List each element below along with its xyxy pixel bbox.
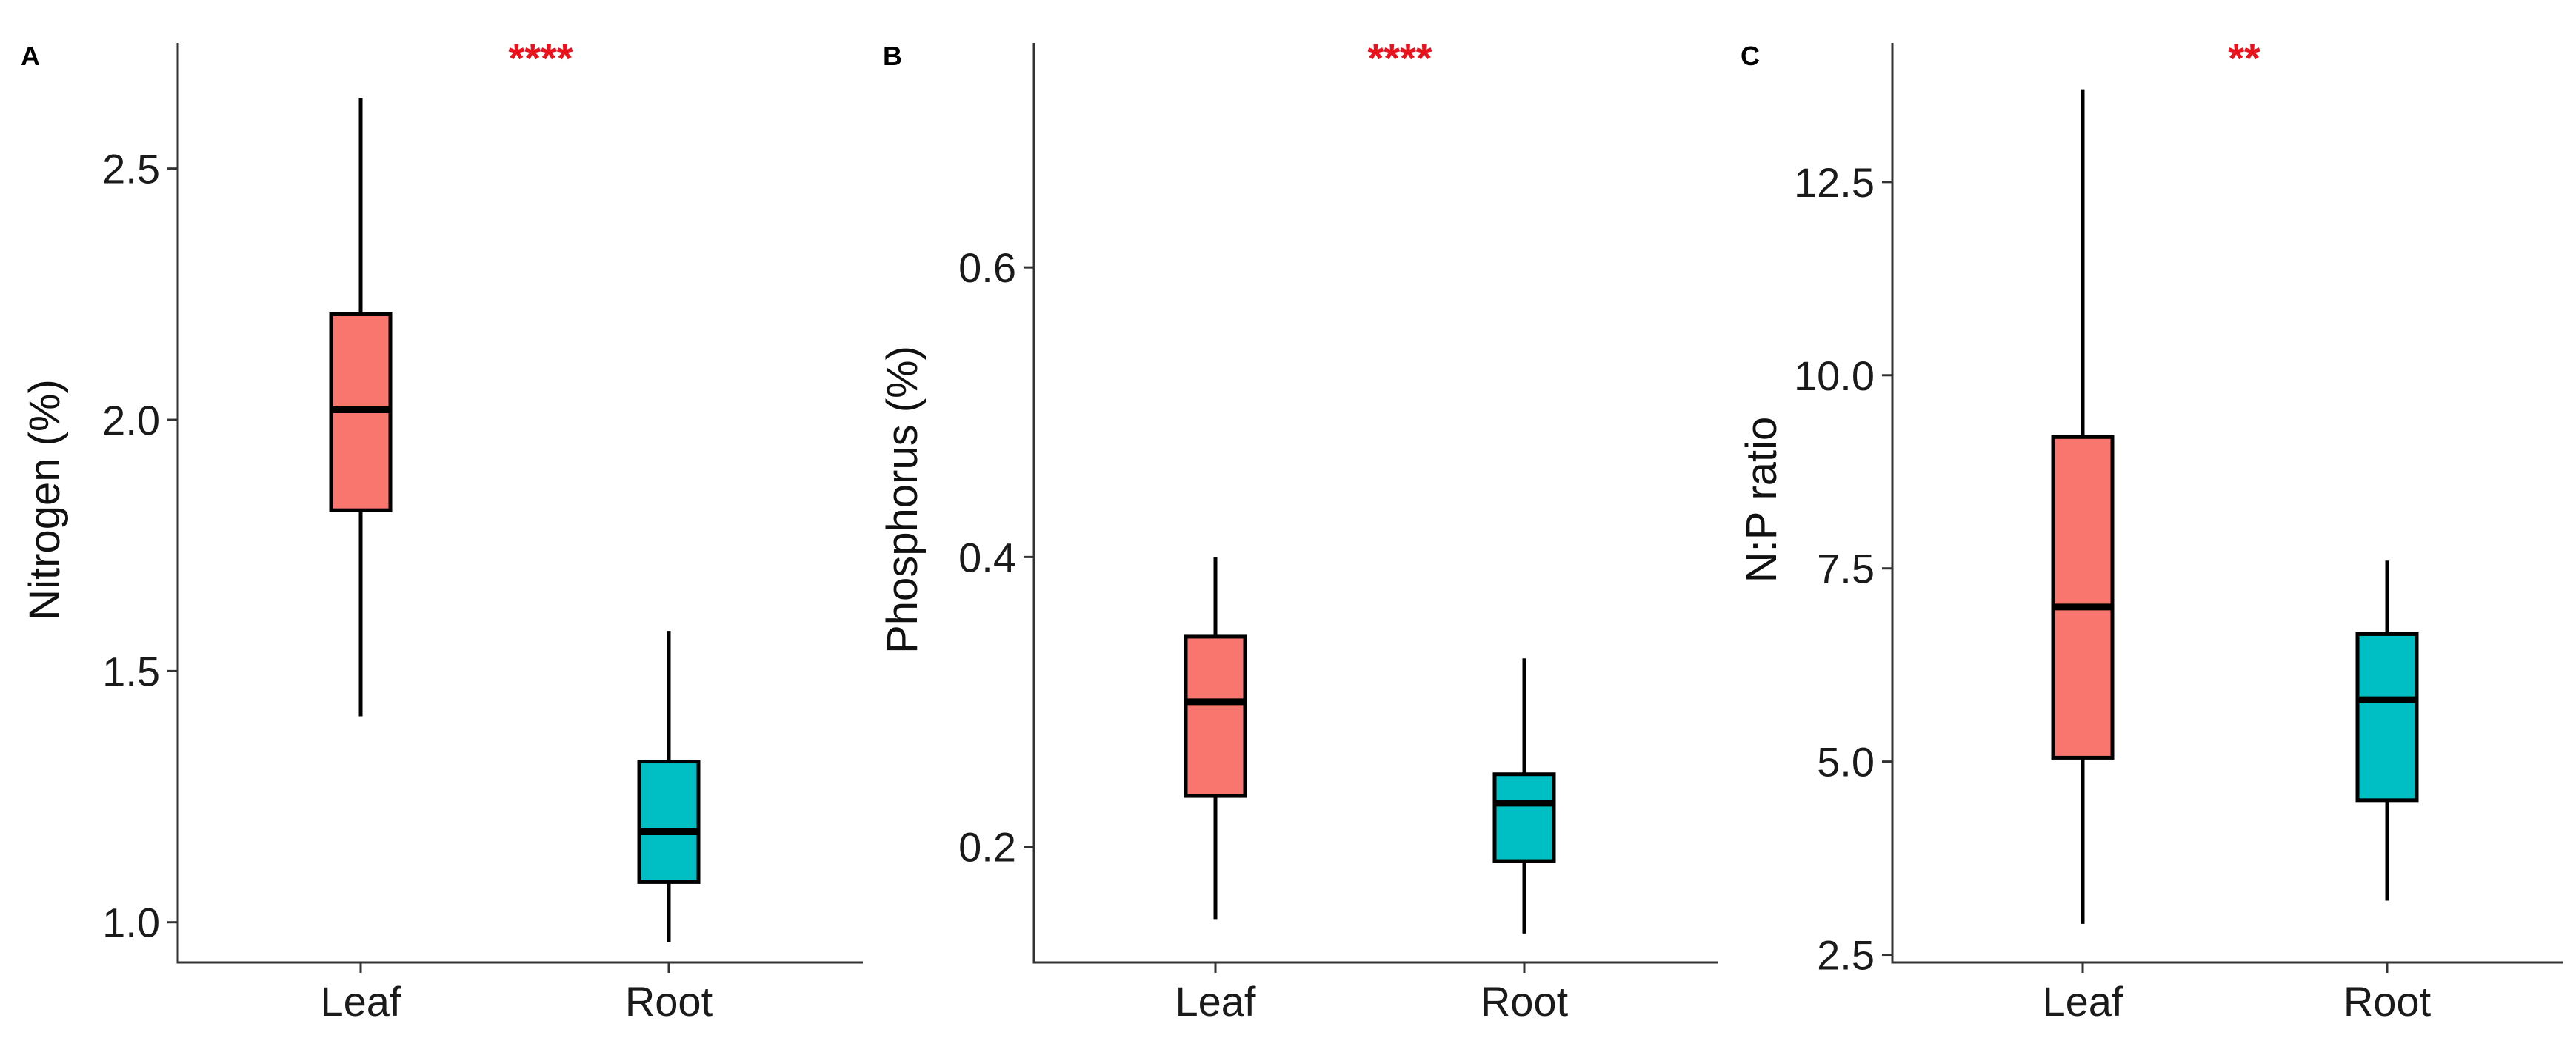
panel-label-a: A bbox=[21, 41, 40, 71]
x-tick-a-0: Leaf bbox=[321, 962, 401, 1025]
y-axis-title-b: Phosphorus (%) bbox=[878, 346, 927, 654]
y-tick-label: 0.6 bbox=[958, 244, 1016, 291]
x-tick-label: Root bbox=[625, 978, 713, 1025]
x-tick-a-1: Root bbox=[625, 962, 713, 1025]
y-tick-c-1: 5.0 bbox=[1817, 739, 1892, 786]
y-axis-title-c: N:P ratio bbox=[1738, 417, 1786, 583]
box-leaf-a bbox=[329, 98, 393, 717]
panel-label-c: C bbox=[1741, 41, 1760, 71]
box-leaf-b bbox=[1184, 557, 1247, 920]
panel-c-np-ratio: C ** N:P ratio 2.5 5.0 7.5 10.0 12.5 Lea… bbox=[1738, 35, 2563, 1025]
y-tick-label: 7.5 bbox=[1817, 546, 1875, 592]
y-tick-label: 2.0 bbox=[102, 397, 160, 443]
y-tick-c-0: 2.5 bbox=[1817, 932, 1892, 979]
x-tick-label: Leaf bbox=[1175, 978, 1256, 1025]
box-root-c bbox=[2355, 560, 2419, 901]
significance-label-b: **** bbox=[1367, 35, 1432, 81]
y-tick-label: 0.2 bbox=[958, 824, 1016, 871]
x-tick-b-0: Leaf bbox=[1175, 962, 1256, 1025]
significance-label-c: ** bbox=[2228, 35, 2260, 81]
iqr-box bbox=[2355, 632, 2419, 803]
panel-a-nitrogen: A **** Nitrogen (%) 1.0 1.5 2.0 2.5 Leaf… bbox=[21, 35, 863, 1025]
y-tick-a-0: 1.0 bbox=[102, 900, 178, 946]
x-tick-c-0: Leaf bbox=[2043, 962, 2123, 1025]
y-tick-label: 1.0 bbox=[102, 900, 160, 946]
x-tick-label: Root bbox=[1481, 978, 1569, 1025]
box-leaf-c bbox=[2051, 89, 2115, 924]
y-tick-a-1: 1.5 bbox=[102, 648, 178, 694]
y-tick-a-2: 2.0 bbox=[102, 397, 178, 443]
iqr-box bbox=[2051, 435, 2115, 760]
box-root-b bbox=[1492, 658, 1556, 934]
iqr-box bbox=[637, 760, 701, 884]
y-ticks-a: 1.0 1.5 2.0 2.5 bbox=[102, 146, 178, 946]
y-ticks-c: 2.5 5.0 7.5 10.0 12.5 bbox=[1794, 159, 1892, 979]
x-ticks-b: Leaf Root bbox=[1175, 962, 1569, 1025]
panel-b-phosphorus: B **** Phosphorus (%) 0.2 0.4 0.6 Leaf R… bbox=[878, 35, 1718, 1025]
x-tick-label: Leaf bbox=[321, 978, 401, 1025]
x-tick-b-1: Root bbox=[1481, 962, 1569, 1025]
y-tick-b-0: 0.2 bbox=[958, 824, 1034, 871]
boxes-a bbox=[329, 98, 701, 942]
iqr-box bbox=[1492, 772, 1556, 863]
panel-label-b: B bbox=[883, 41, 902, 71]
boxes-b bbox=[1184, 557, 1556, 934]
y-tick-a-3: 2.5 bbox=[102, 146, 178, 192]
x-ticks-a: Leaf Root bbox=[321, 962, 713, 1025]
y-tick-label: 1.5 bbox=[102, 648, 160, 694]
x-tick-label: Leaf bbox=[2043, 978, 2123, 1025]
y-tick-label: 2.5 bbox=[102, 146, 160, 192]
y-tick-c-2: 7.5 bbox=[1817, 546, 1892, 592]
y-tick-b-2: 0.6 bbox=[958, 244, 1034, 291]
y-tick-label: 0.4 bbox=[958, 534, 1016, 580]
x-tick-label: Root bbox=[2343, 978, 2432, 1025]
y-tick-label: 5.0 bbox=[1817, 739, 1875, 786]
boxes-c bbox=[2051, 89, 2419, 924]
y-tick-c-4: 12.5 bbox=[1794, 159, 1892, 206]
x-tick-c-1: Root bbox=[2343, 962, 2432, 1025]
y-tick-label: 12.5 bbox=[1794, 159, 1875, 206]
iqr-box bbox=[1184, 634, 1247, 798]
y-tick-label: 2.5 bbox=[1817, 932, 1875, 979]
box-root-a bbox=[637, 631, 701, 942]
y-tick-c-3: 10.0 bbox=[1794, 352, 1892, 399]
significance-label-a: **** bbox=[508, 35, 573, 81]
y-ticks-b: 0.2 0.4 0.6 bbox=[958, 244, 1034, 871]
y-tick-label: 10.0 bbox=[1794, 352, 1875, 399]
y-axis-title-a: Nitrogen (%) bbox=[21, 379, 69, 620]
y-tick-b-1: 0.4 bbox=[958, 534, 1034, 580]
x-ticks-c: Leaf Root bbox=[2043, 962, 2432, 1025]
